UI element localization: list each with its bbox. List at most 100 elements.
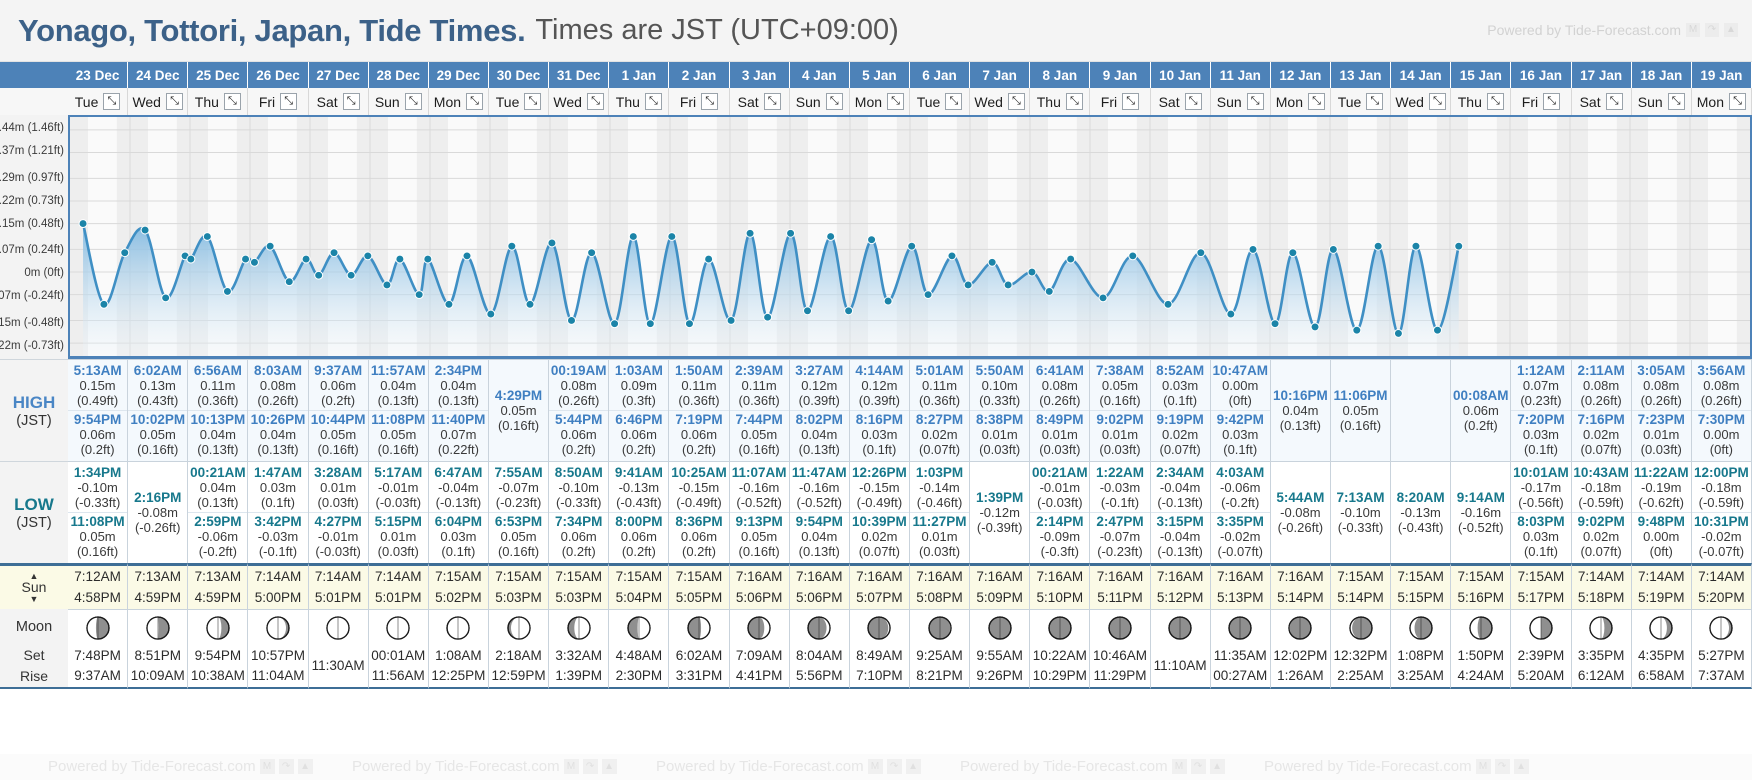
- expand-icon[interactable]: ⤡: [1428, 93, 1446, 110]
- low-tide-cell: 1:03PM -0.14m (-0.46ft) 11:27PM 0.01m (0.03ft…: [909, 461, 971, 563]
- date-header-cell[interactable]: 14 Jan: [1391, 62, 1452, 88]
- expand-icon[interactable]: ⤡: [342, 93, 360, 110]
- tide-height-m: -0.01m: [378, 480, 419, 495]
- expand-icon[interactable]: ⤡: [887, 93, 905, 110]
- tide-height-ft: (0ft): [1709, 442, 1733, 457]
- tide-event: 5:01AM 0.11m (0.36ft): [910, 362, 969, 410]
- tide-time: 9:19PM: [1156, 412, 1204, 427]
- expand-icon[interactable]: ⤡: [1486, 93, 1504, 110]
- date-header-cell[interactable]: 6 Jan: [909, 62, 971, 88]
- sun-row: ▲ Sun ▼ 7:12AM 4:58PM 7:13AM 4:59PM 7:13AM 4:…: [0, 563, 1752, 609]
- date-header-cell[interactable]: 9 Jan: [1090, 62, 1151, 88]
- tide-time: 1:22AM: [1095, 465, 1144, 480]
- tide-height-ft: (-0.33ft): [74, 495, 121, 510]
- expand-icon[interactable]: ⤡: [1605, 93, 1623, 110]
- expand-icon[interactable]: ⤡: [165, 93, 183, 110]
- powered-by-text: Powered by Tide-Forecast.com: [1487, 22, 1681, 38]
- date-header-cell[interactable]: 24 Dec: [128, 62, 189, 88]
- tide-height-m: -0.01m: [1039, 480, 1081, 495]
- y-axis-tick-label: -0.07m (-0.24ft): [0, 290, 64, 303]
- tide-time: 9:54PM: [73, 412, 122, 427]
- date-header-cell[interactable]: 27 Dec: [308, 62, 369, 88]
- date-header-cell[interactable]: 29 Dec: [428, 62, 489, 88]
- expand-icon[interactable]: ⤡: [524, 93, 542, 110]
- tide-time: 2:14PM: [1036, 514, 1084, 529]
- tide-event: 9:48PM 0.00m (0ft): [1631, 512, 1691, 561]
- date-header-cell[interactable]: 11 Jan: [1210, 62, 1271, 88]
- moon-setrise-cell: 4:48AM 2:30PM: [609, 645, 670, 689]
- expand-icon[interactable]: ⤡: [1246, 93, 1264, 110]
- date-header-cell[interactable]: 19 Jan: [1691, 62, 1752, 88]
- expand-icon[interactable]: ⤡: [1122, 93, 1140, 110]
- date-header-cell[interactable]: 30 Dec: [488, 62, 550, 88]
- expand-icon[interactable]: ⤡: [223, 93, 241, 110]
- date-header-cell[interactable]: 17 Jan: [1571, 62, 1632, 88]
- date-header-cell[interactable]: 7 Jan: [970, 62, 1031, 88]
- date-header-cell[interactable]: 28 Dec: [368, 62, 429, 88]
- date-header-cell[interactable]: 8 Jan: [1030, 62, 1091, 88]
- date-header-cell[interactable]: 23 Dec: [68, 62, 129, 88]
- date-header-cell[interactable]: 25 Dec: [188, 62, 249, 88]
- expand-icon[interactable]: ⤡: [945, 93, 963, 110]
- expand-icon[interactable]: ⤡: [1308, 93, 1325, 110]
- low-tide-cell: 4:03AM -0.06m (-0.2ft) 3:35PM -0.02m (-0.07ft…: [1210, 461, 1271, 563]
- expand-icon[interactable]: ⤡: [1184, 93, 1202, 110]
- low-tide-cell: 12:00PM -0.18m (-0.59ft) 10:31PM -0.02m (-0.0…: [1691, 461, 1752, 563]
- expand-icon[interactable]: ⤡: [825, 93, 843, 110]
- tide-event: 5:44PM 0.06m (0.2ft): [549, 410, 609, 459]
- tide-event: 6:02AM 0.13m (0.43ft): [128, 362, 187, 410]
- tide-curve-chart[interactable]: [68, 115, 1752, 359]
- expand-icon[interactable]: ⤡: [280, 93, 298, 110]
- expand-icon[interactable]: ⤡: [701, 93, 719, 110]
- tide-height-ft: (0.13ft): [798, 442, 840, 457]
- moon-phase-cell: [1090, 609, 1151, 645]
- date-header-cell[interactable]: 5 Jan: [849, 62, 910, 88]
- sun-down-arrow-icon: ▼: [29, 593, 39, 604]
- expand-icon[interactable]: ⤡: [1667, 93, 1685, 110]
- expand-icon[interactable]: ⤡: [763, 93, 781, 110]
- low-tide-cell: 1:34PM -0.10m (-0.33ft) 11:08PM 0.05m (0.16ft…: [68, 461, 129, 563]
- tide-height-ft: (0.2ft): [621, 442, 656, 457]
- tide-event: 3:42PM -0.03m (-0.1ft): [248, 512, 308, 561]
- date-header-cell[interactable]: 1 Jan: [609, 62, 670, 88]
- tide-height-m: 0.08m: [1041, 378, 1078, 393]
- expand-icon[interactable]: ⤡: [644, 93, 662, 110]
- expand-icon[interactable]: ⤡: [1728, 93, 1746, 110]
- date-header-cell[interactable]: 10 Jan: [1150, 62, 1211, 88]
- tide-event: 00:08AM 0.06m (0.2ft): [1451, 387, 1510, 435]
- tide-height-m: 0.03m: [1522, 529, 1560, 544]
- date-header-cell[interactable]: 4 Jan: [789, 62, 850, 88]
- expand-icon[interactable]: ⤡: [404, 93, 422, 110]
- date-header-cell[interactable]: 12 Jan: [1270, 62, 1331, 88]
- sunrise-time: 7:14AM: [1698, 569, 1745, 585]
- expand-icon[interactable]: ⤡: [103, 93, 121, 110]
- sunrise-time: 7:15AM: [435, 569, 482, 585]
- expand-icon[interactable]: ⤡: [1366, 93, 1384, 110]
- date-header-cell[interactable]: 2 Jan: [669, 62, 730, 88]
- moonset-time: 12:32PM: [1333, 647, 1388, 663]
- moon-setrise-cell: 9:55AM 9:26PM: [970, 645, 1031, 689]
- expand-icon[interactable]: ⤡: [1543, 93, 1561, 110]
- moonset-time: 11:10AM: [1153, 657, 1207, 673]
- tide-event: 9:42PM 0.03m (0.1ft): [1210, 410, 1270, 459]
- low-tide-cell: 8:50AM -0.10m (-0.33ft) 7:34PM 0.06m (0.2ft): [549, 461, 610, 563]
- tide-height-ft: (0.26ft): [257, 393, 299, 408]
- date-header-cell[interactable]: 16 Jan: [1511, 62, 1572, 88]
- weekday-text: Wed: [132, 93, 161, 110]
- expand-icon[interactable]: ⤡: [1007, 93, 1025, 110]
- expand-icon[interactable]: ⤡: [586, 93, 604, 110]
- high-tide-cell: 3:56AM 0.08m (0.26ft) 7:30PM 0.00m (0ft): [1691, 359, 1752, 461]
- tide-height-ft: (-0.49ft): [856, 495, 903, 510]
- expand-icon[interactable]: ⤡: [466, 93, 484, 110]
- date-header-cell[interactable]: 3 Jan: [729, 62, 790, 88]
- moonrise-time: 10:29PM: [1032, 668, 1087, 683]
- date-header-cell[interactable]: 31 Dec: [549, 62, 610, 88]
- date-header-cell[interactable]: 26 Dec: [248, 62, 309, 88]
- tide-height-ft: (0.03ft): [979, 442, 1021, 457]
- date-header-cell[interactable]: 13 Jan: [1330, 62, 1392, 88]
- date-header-cell[interactable]: 18 Jan: [1631, 62, 1692, 88]
- tide-height-ft: (0.2ft): [561, 544, 596, 559]
- expand-icon[interactable]: ⤡: [1065, 93, 1083, 110]
- date-header-cell[interactable]: 15 Jan: [1451, 62, 1512, 88]
- tide-height-m: 0.06m: [620, 529, 657, 544]
